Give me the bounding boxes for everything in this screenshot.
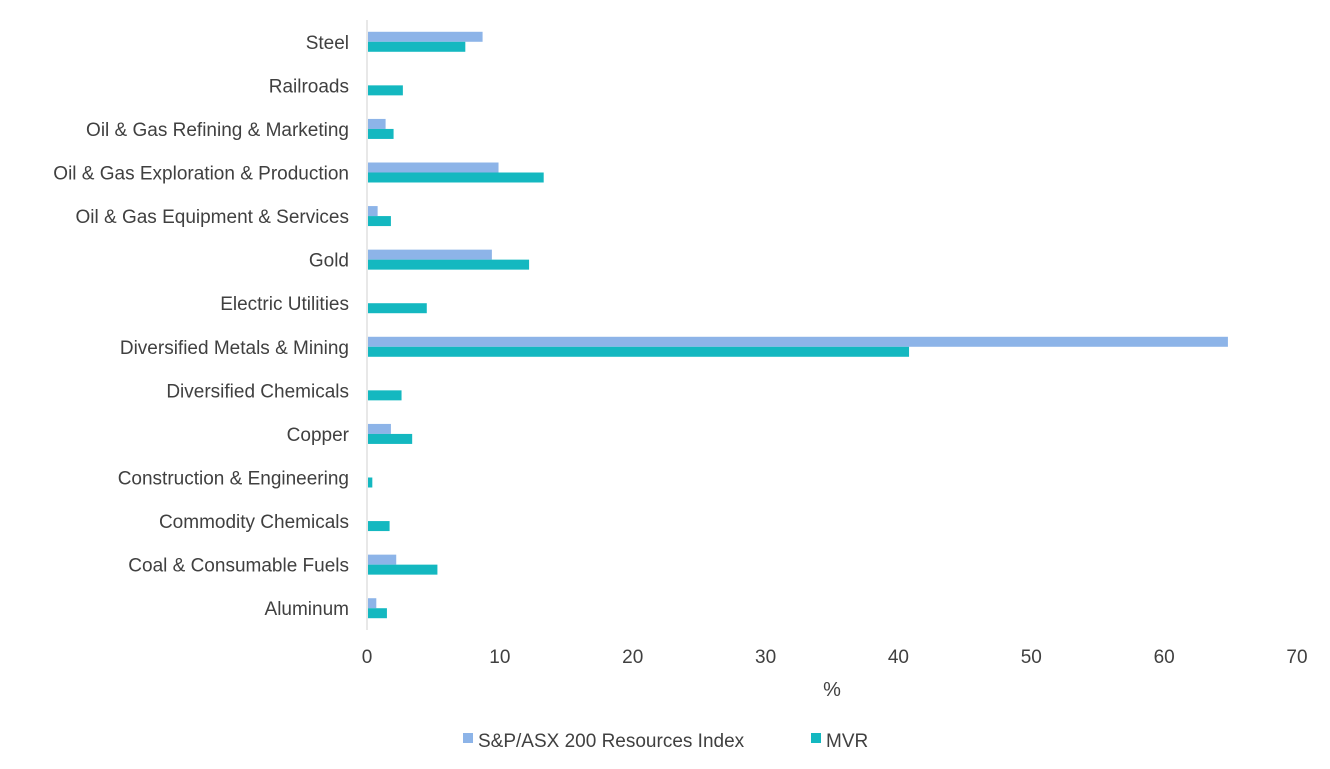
category-label: Coal & Consumable Fuels — [128, 556, 349, 577]
category-label: Oil & Gas Exploration & Production — [53, 164, 349, 185]
bar-mvr — [368, 564, 438, 575]
bar-sp-asx-200 — [368, 31, 483, 42]
category-label: Electric Utilities — [220, 294, 349, 315]
legend-label-mvr: MVR — [826, 731, 868, 752]
category-label: Diversified Metals & Mining — [120, 338, 349, 359]
bar-mvr — [368, 303, 427, 314]
x-tick-label: 30 — [755, 647, 776, 668]
legend: S&P/ASX 200 Resources Index MVR — [463, 731, 868, 752]
x-tick-label: 10 — [489, 647, 510, 668]
category-label: Gold — [309, 251, 349, 272]
bar-sp-asx-200 — [368, 598, 377, 609]
x-tick-label: 50 — [1021, 647, 1042, 668]
bar-sp-asx-200 — [368, 162, 499, 173]
category-label: Aluminum — [265, 599, 349, 620]
bar-sp-asx-200 — [368, 118, 386, 129]
bar-sp-asx-200 — [368, 249, 492, 260]
category-label: Oil & Gas Refining & Marketing — [86, 120, 349, 141]
category-label: Commodity Chemicals — [159, 512, 349, 533]
category-label: Steel — [306, 33, 349, 54]
legend-swatch-mvr — [811, 733, 821, 743]
category-label: Copper — [287, 425, 350, 446]
legend-swatch-sp-asx-200 — [463, 733, 473, 743]
bar-mvr — [368, 85, 403, 96]
category-label: Construction & Engineering — [118, 469, 349, 490]
x-tick-label: 60 — [1154, 647, 1175, 668]
category-label: Diversified Chemicals — [166, 381, 349, 402]
bar-mvr — [368, 128, 394, 139]
bar-sp-asx-200 — [368, 423, 391, 434]
bar-mvr — [368, 608, 387, 619]
bar-sp-asx-200 — [368, 336, 1228, 347]
x-tick-label: 40 — [888, 647, 909, 668]
bar-mvr — [368, 477, 373, 488]
x-tick-label: 0 — [362, 647, 373, 668]
bar-mvr — [368, 172, 544, 183]
bar-mvr — [368, 521, 390, 532]
x-tick-label: 70 — [1286, 647, 1307, 668]
bar-mvr — [368, 259, 530, 270]
bar-sp-asx-200 — [368, 206, 378, 217]
bar-mvr — [368, 216, 391, 227]
x-tick-label: 20 — [622, 647, 643, 668]
category-labels: Steel Railroads Oil & Gas Refining & Marke… — [53, 33, 349, 620]
legend-label-sp-asx-200: S&P/ASX 200 Resources Index — [478, 731, 745, 752]
x-tick-labels: 0 10 20 30 40 50 60 70 — [362, 647, 1308, 668]
bar-mvr — [368, 346, 910, 357]
bar-mvr — [368, 433, 413, 444]
x-axis-title: % — [823, 679, 841, 701]
category-label: Railroads — [269, 76, 349, 97]
bar-sp-asx-200 — [368, 554, 397, 565]
bar-mvr — [368, 390, 402, 401]
bars — [368, 31, 1228, 619]
category-label: Oil & Gas Equipment & Services — [76, 207, 350, 228]
bar-mvr — [368, 41, 466, 52]
